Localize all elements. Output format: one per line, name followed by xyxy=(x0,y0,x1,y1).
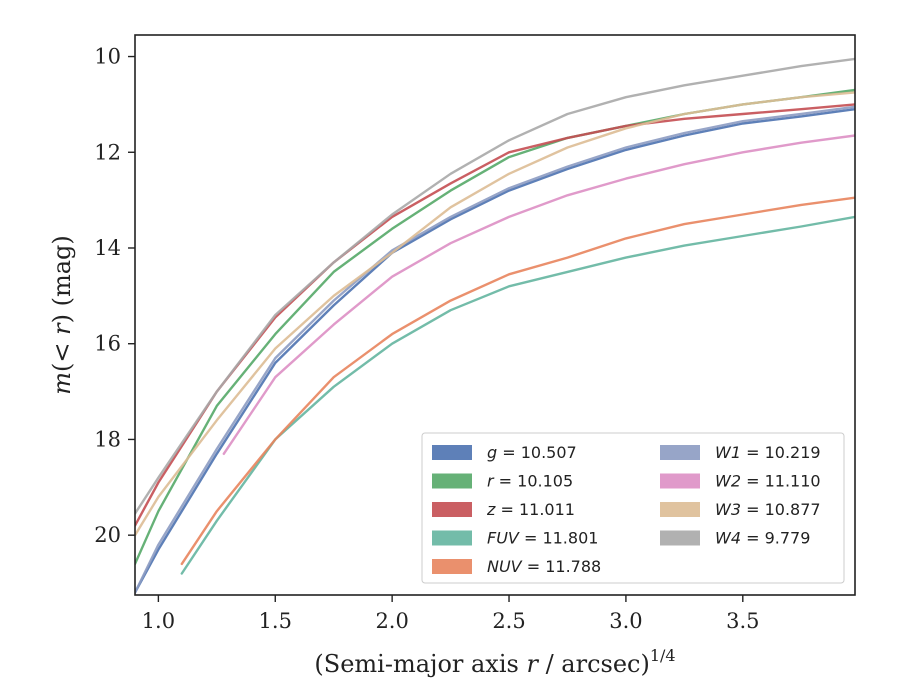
series-line-w3 xyxy=(135,91,855,537)
x-axis-label-main: (Semi-major axis xyxy=(314,650,526,678)
legend-label-w1: W1 = 10.219 xyxy=(715,443,821,462)
plot-frame xyxy=(134,34,856,596)
x-tick-label: 3.5 xyxy=(726,609,759,633)
x-axis: 1.0 1.5 2.0 2.5 3.0 3.5 xyxy=(142,595,759,633)
legend-label-w4: W4 = 9.779 xyxy=(715,529,810,548)
legend-swatch-w1 xyxy=(660,445,700,460)
y-tick-label: 20 xyxy=(94,523,121,547)
legend-label-r: r = 10.105 xyxy=(487,472,573,491)
legend-swatch-w3 xyxy=(660,502,700,517)
plot-lines xyxy=(135,57,855,594)
series-line-g xyxy=(135,108,855,594)
legend-swatch-r xyxy=(432,473,472,489)
legend-label-w2: W2 = 11.110 xyxy=(715,472,821,491)
legend-label-nuv: NUV = 11.788 xyxy=(487,557,601,576)
y-axis-label-open: (< xyxy=(48,335,76,372)
y-axis-label-m: m xyxy=(48,372,76,395)
y-tick-label: 10 xyxy=(94,45,121,69)
y-axis: 10 12 14 16 18 20 xyxy=(94,45,135,547)
series-line-w1 xyxy=(135,105,855,594)
x-axis-label-exp: 1/4 xyxy=(650,646,676,665)
legend-swatch-w4 xyxy=(660,530,700,546)
legend-box xyxy=(421,432,845,584)
y-tick-label: 14 xyxy=(94,236,121,260)
x-tick-label: 2.5 xyxy=(492,609,525,633)
legend-swatch-w2 xyxy=(660,473,700,489)
y-tick-label: 16 xyxy=(94,332,121,356)
legend-swatch-fuv xyxy=(432,530,472,546)
y-axis-label-close: ) (mag) xyxy=(48,235,76,323)
legend: g = 10.507 r = 10.105 z = 11.011 FUV = 11.8… xyxy=(421,432,845,584)
legend-swatch-nuv xyxy=(432,559,472,574)
x-tick-label: 1.5 xyxy=(259,609,292,633)
series-line-w4 xyxy=(135,57,855,515)
legend-label-fuv: FUV = 11.801 xyxy=(487,529,598,548)
legend-label-g: g = 10.507 xyxy=(487,443,577,462)
x-axis-label-unit: / arcsec) xyxy=(538,650,650,678)
x-tick-label: 2.0 xyxy=(375,609,408,633)
legend-label-w3: W3 = 10.877 xyxy=(715,500,821,519)
legend-label-z: z = 11.011 xyxy=(486,500,575,519)
series-line-w2 xyxy=(222,134,855,455)
x-tick-label: 3.0 xyxy=(609,609,642,633)
y-axis-label: m(< r) (mag) xyxy=(48,235,76,395)
legend-swatch-g xyxy=(432,445,472,460)
x-tick-label: 1.0 xyxy=(142,609,175,633)
x-axis-label: (Semi-major axis r / arcsec)1/4 xyxy=(314,646,675,678)
legend-swatch-z xyxy=(432,502,472,517)
y-axis-label-r: r xyxy=(48,322,76,335)
series-line-nuv xyxy=(180,196,855,566)
y-tick-label: 18 xyxy=(94,427,121,451)
y-tick-label: 12 xyxy=(94,140,121,164)
x-axis-label-var: r xyxy=(526,650,539,678)
